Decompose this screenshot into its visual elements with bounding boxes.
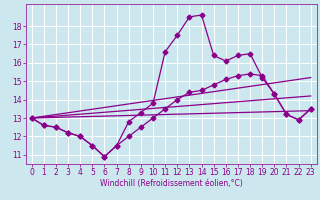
X-axis label: Windchill (Refroidissement éolien,°C): Windchill (Refroidissement éolien,°C) bbox=[100, 179, 243, 188]
